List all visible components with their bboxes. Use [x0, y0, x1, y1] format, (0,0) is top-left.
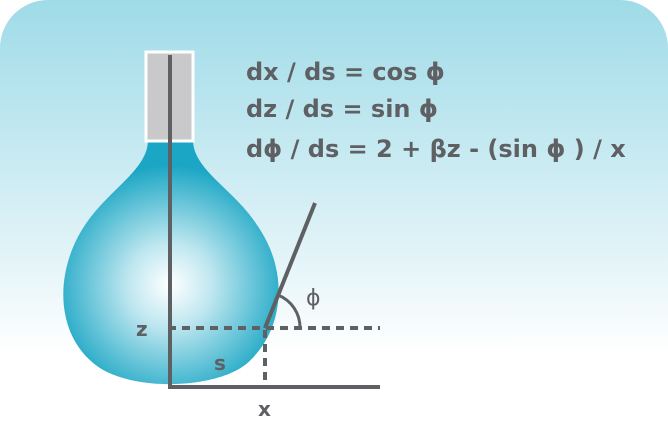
x-label: x: [258, 397, 271, 421]
phi-label: ϕ: [306, 286, 321, 311]
equation-dz-ds: dz / ds = sin ϕ: [246, 95, 438, 123]
s-label: s: [214, 351, 226, 375]
equation-dx-ds: dx / ds = cos ϕ: [246, 58, 445, 86]
z-label: z: [136, 317, 148, 341]
equation-dphi-ds: dϕ / ds = 2 + βz - (sin ϕ ) / x: [246, 135, 626, 163]
